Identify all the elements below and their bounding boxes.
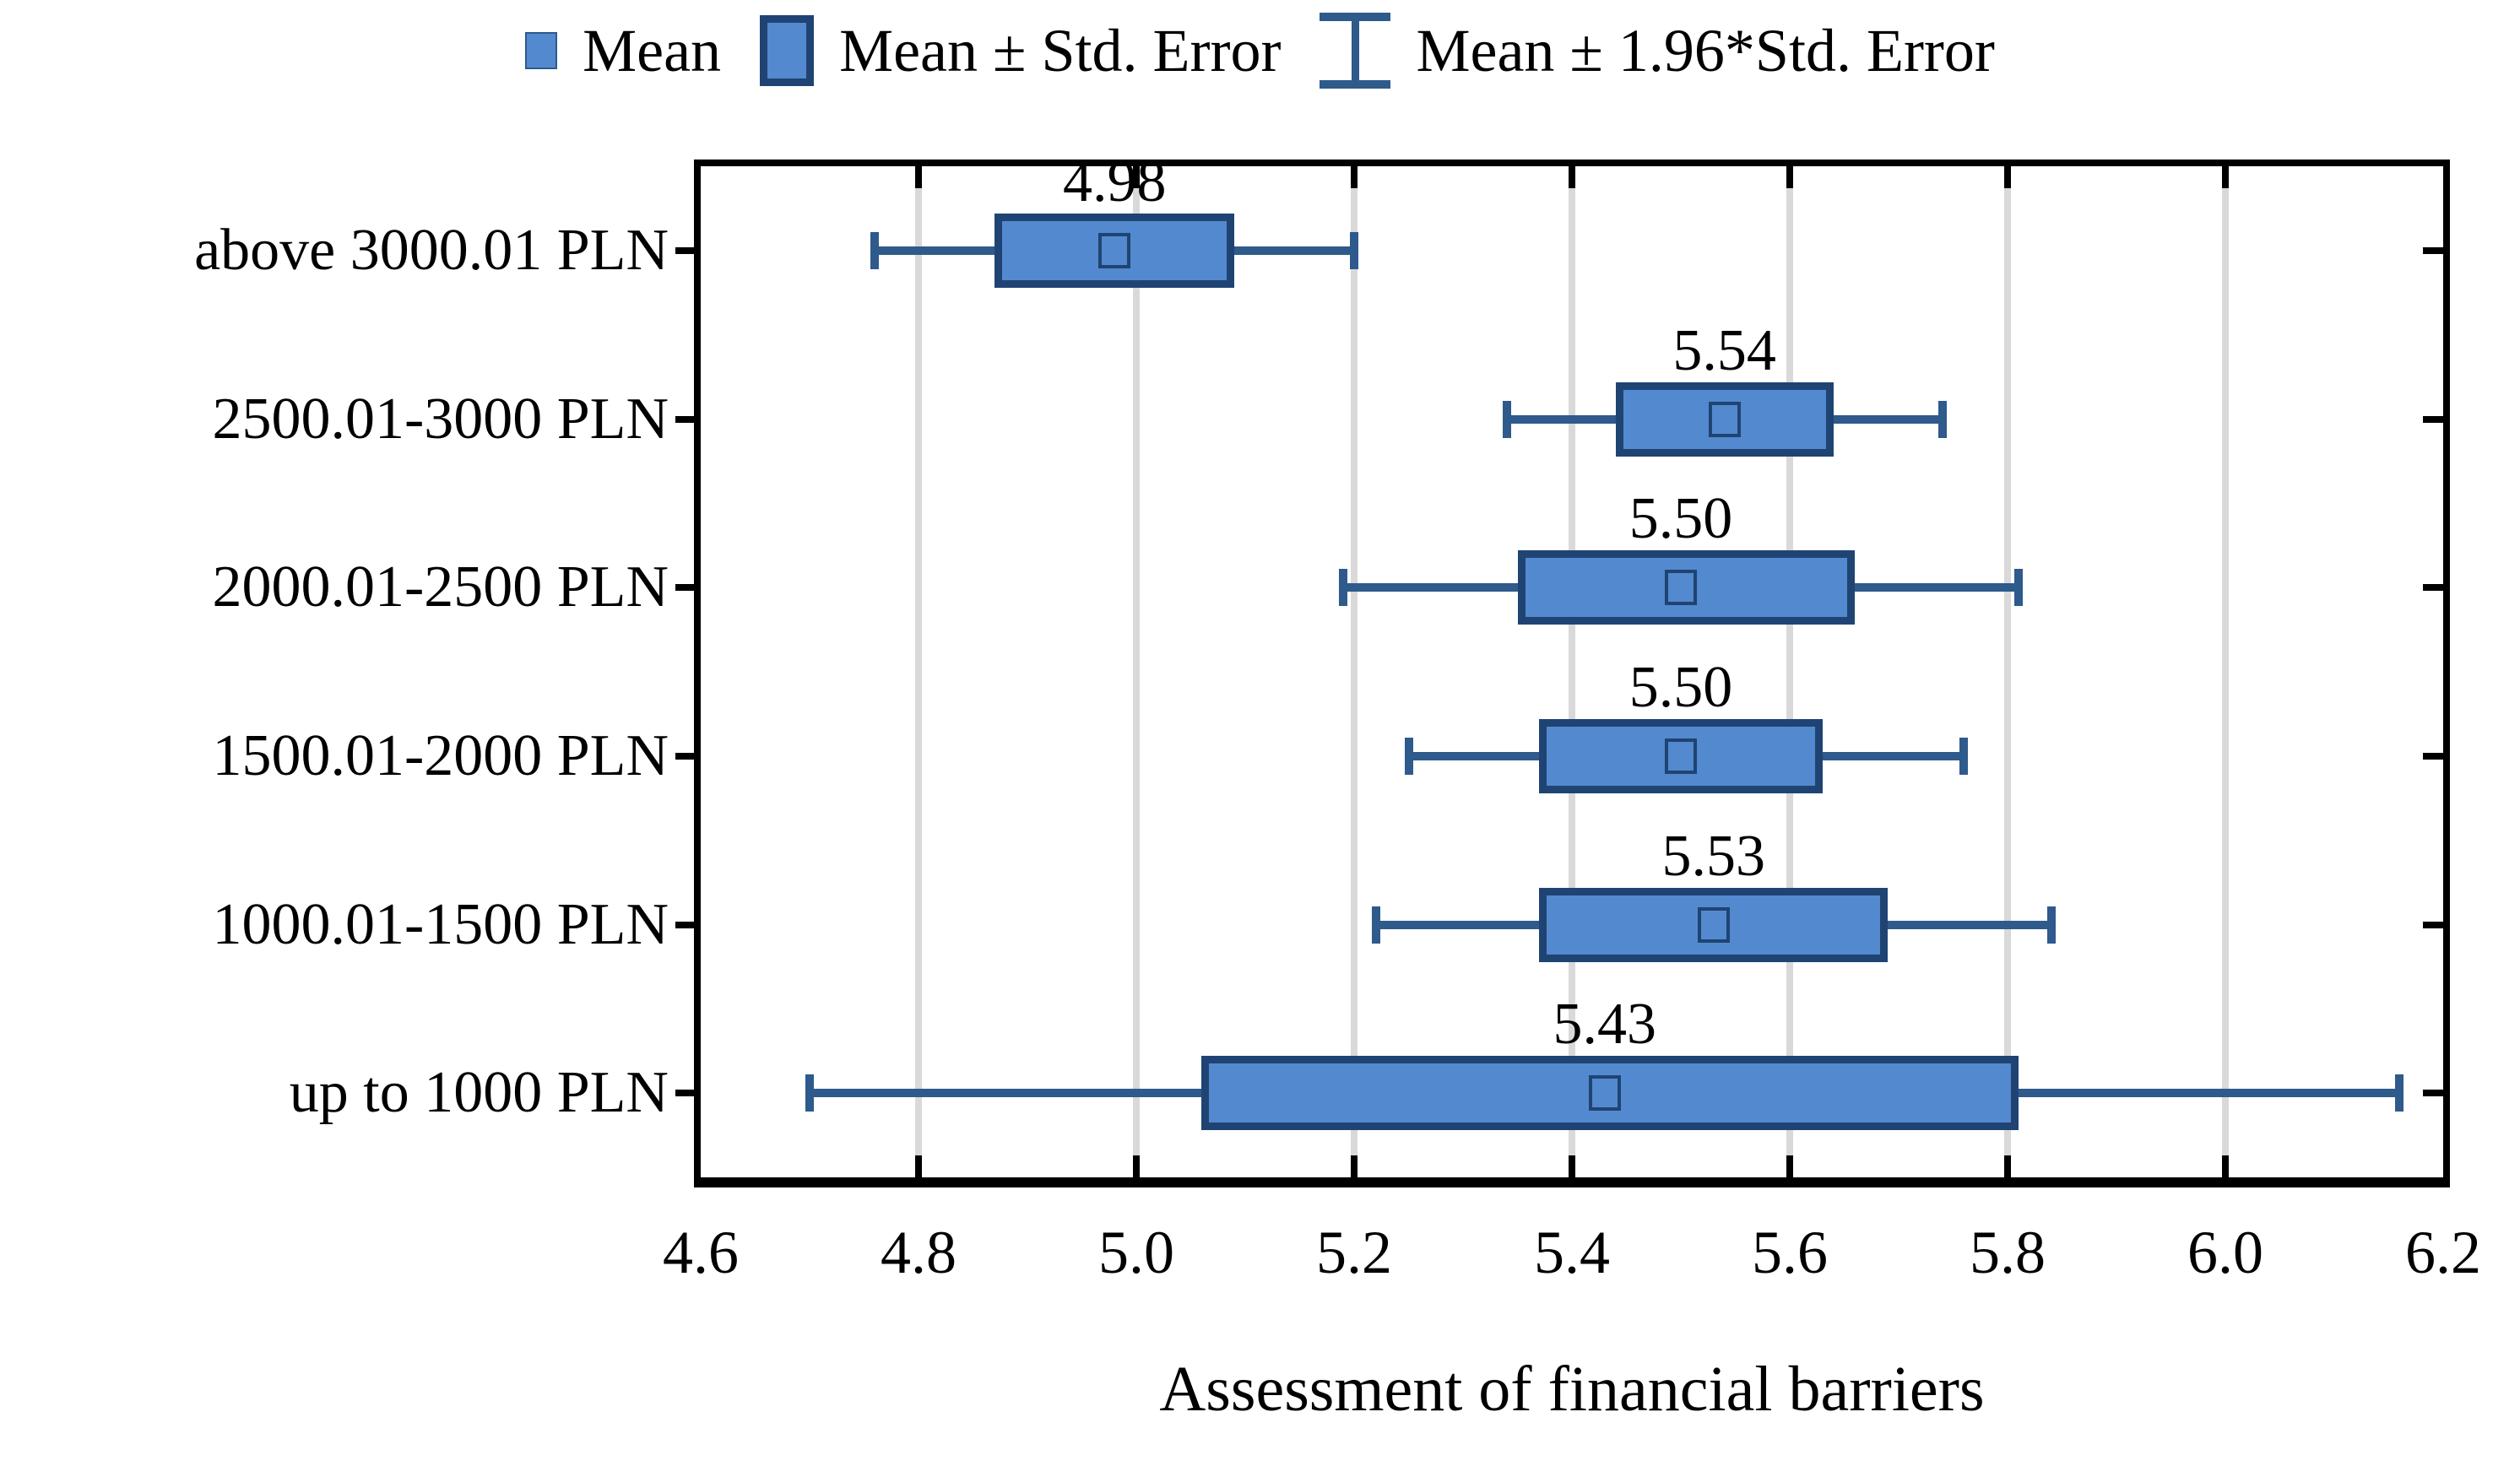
y-tick-left xyxy=(675,1090,694,1097)
gridline xyxy=(2222,166,2229,1177)
whisker-cap-right xyxy=(1937,400,1947,438)
x-axis-tick-label: 6.2 xyxy=(2405,1219,2481,1286)
x-tick-top xyxy=(1569,166,1575,188)
category-label: up to 1000 PLN xyxy=(289,1060,669,1126)
y-tick-right xyxy=(2423,1090,2443,1097)
y-tick-right xyxy=(2423,752,2443,760)
legend-label: Mean xyxy=(583,17,722,84)
x-axis-tick-label: 5.4 xyxy=(1534,1219,1610,1286)
whisker-cap-left xyxy=(805,1074,814,1112)
whisker-cap-right xyxy=(1350,231,1358,269)
category-label: 2500.01-3000 PLN xyxy=(212,386,669,452)
std-error-box xyxy=(994,213,1235,288)
mean-marker xyxy=(1697,906,1730,943)
y-tick-right xyxy=(2423,415,2443,423)
x-tick-top xyxy=(2004,166,2011,188)
gridline xyxy=(915,166,922,1177)
whisker-ibeam-icon xyxy=(1320,13,1391,89)
y-tick-left xyxy=(675,415,694,423)
y-tick-left xyxy=(675,752,694,760)
x-axis-tick-label: 6.0 xyxy=(2187,1219,2263,1286)
mean-value-label: 4.98 xyxy=(1062,149,1167,214)
std-error-box-icon xyxy=(760,15,815,86)
x-tick-bottom xyxy=(1569,1155,1575,1177)
whisker-cap-left xyxy=(1371,906,1380,944)
category-label: above 3000.01 PLN xyxy=(194,217,669,283)
x-tick-top xyxy=(915,166,922,188)
mean-value-label: 5.54 xyxy=(1672,317,1776,383)
mean-marker xyxy=(1665,570,1697,606)
x-tick-bottom xyxy=(2222,1155,2229,1177)
std-error-box xyxy=(1539,718,1823,793)
mean-value-label: 5.53 xyxy=(1661,823,1765,889)
legend-label: Mean ± 1.96*Std. Error xyxy=(1416,17,1995,84)
legend-item: Mean xyxy=(525,8,721,93)
whisker-cap-right xyxy=(2395,1074,2404,1112)
y-tick-left xyxy=(675,921,694,928)
x-tick-top xyxy=(1133,166,1140,188)
y-tick-right xyxy=(2423,246,2443,254)
x-tick-bottom xyxy=(1786,1155,1793,1177)
x-tick-top xyxy=(2222,166,2229,188)
ibeam-cap-bottom xyxy=(1320,80,1391,89)
x-tick-bottom xyxy=(1351,1155,1358,1177)
y-tick-right xyxy=(2423,921,2443,928)
ibeam-stem xyxy=(1351,13,1359,89)
std-error-box xyxy=(1517,550,1856,625)
gridline xyxy=(1786,166,1793,1177)
category-label: 1000.01-1500 PLN xyxy=(212,891,669,957)
x-tick-bottom xyxy=(915,1155,922,1177)
legend: Mean Mean ± Std. Error Mean ± 1.96*Std. Er… xyxy=(0,3,2520,98)
y-tick-left xyxy=(675,246,694,254)
mean-marker xyxy=(1098,232,1131,268)
mean-value-label: 5.43 xyxy=(1553,992,1656,1058)
x-tick-bottom xyxy=(2004,1155,2011,1177)
gridline xyxy=(2004,166,2011,1177)
x-axis-tick-label: 4.8 xyxy=(881,1219,957,1286)
mean-marker xyxy=(1588,1075,1621,1112)
whisker-cap-left xyxy=(1404,737,1413,775)
mean-marker xyxy=(1665,738,1697,774)
x-axis-tick-label: 5.8 xyxy=(1970,1219,2046,1286)
gridline xyxy=(1133,166,1140,1177)
x-tick-top xyxy=(1786,166,1793,188)
mean-value-label: 5.50 xyxy=(1629,486,1733,552)
x-axis-title: Assessment of financial barriers xyxy=(1159,1354,1985,1425)
x-axis-tick-label: 5.0 xyxy=(1098,1219,1174,1286)
std-error-box xyxy=(1539,887,1889,962)
category-label: 1500.01-2000 PLN xyxy=(212,722,669,788)
whisker-cap-right xyxy=(2013,569,2023,607)
gridline xyxy=(1569,166,1575,1177)
gridline xyxy=(1351,166,1358,1177)
x-tick-bottom xyxy=(1133,1155,1140,1177)
mean-marker xyxy=(1708,401,1741,437)
x-axis-tick-label: 4.6 xyxy=(663,1219,739,1286)
legend-item: Mean ± 1.96*Std. Error xyxy=(1320,8,1995,93)
std-error-box xyxy=(1615,381,1834,457)
y-tick-left xyxy=(675,584,694,592)
std-error-box xyxy=(1201,1056,2019,1131)
ibeam-cap-top xyxy=(1320,13,1391,21)
category-label: 2000.01-2500 PLN xyxy=(212,554,669,620)
legend-item: Mean ± Std. Error xyxy=(760,8,1281,93)
whisker-cap-right xyxy=(1959,737,1969,775)
mean-square-icon xyxy=(525,32,558,69)
x-tick-top xyxy=(1351,166,1358,188)
x-axis-tick-label: 5.6 xyxy=(1752,1219,1828,1286)
mean-value-label: 5.50 xyxy=(1629,654,1733,720)
whisker-cap-left xyxy=(870,231,880,269)
whisker-cap-right xyxy=(2046,906,2056,944)
x-axis-tick-label: 5.2 xyxy=(1316,1219,1392,1286)
whisker-cap-left xyxy=(1502,400,1511,438)
y-tick-right xyxy=(2423,584,2443,592)
whisker-cap-left xyxy=(1339,569,1348,607)
legend-label: Mean ± Std. Error xyxy=(839,17,1282,84)
